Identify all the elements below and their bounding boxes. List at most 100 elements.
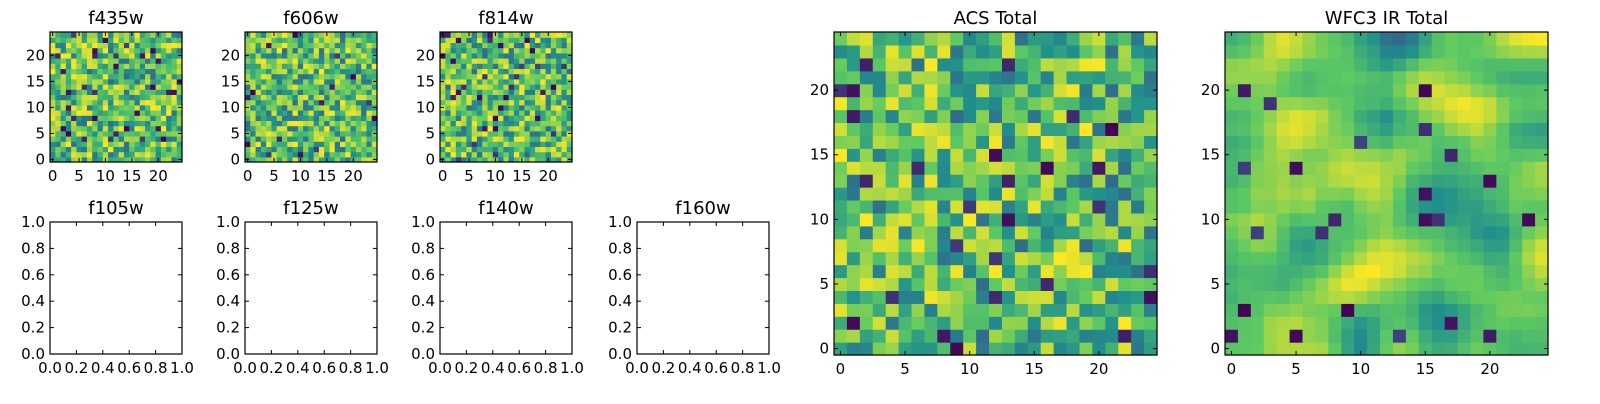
heatmap-cell (1341, 161, 1355, 175)
heatmap-cell (513, 146, 520, 153)
heatmap-cell (260, 63, 267, 69)
heatmap-cell (440, 94, 446, 101)
heatmap-cell (834, 148, 848, 162)
heatmap-cell (76, 84, 83, 90)
heatmap-cell (1509, 44, 1523, 59)
heatmap-cell (1289, 329, 1304, 343)
heatmap-cell (266, 52, 272, 59)
heatmap-cell (1027, 57, 1042, 72)
heatmap-cell (1405, 109, 1420, 124)
heatmap-cell (476, 136, 483, 142)
heatmap-cell (1289, 174, 1304, 188)
heatmap-cell (287, 58, 294, 64)
heatmap-cell (150, 99, 157, 106)
heatmap-cell (1496, 238, 1510, 253)
heatmap-cell (1118, 109, 1132, 124)
heatmap-cell (366, 99, 373, 106)
heatmap-cell (129, 104, 136, 111)
heatmap-cell (535, 110, 541, 116)
heatmap-cell (1431, 225, 1446, 240)
heatmap-cell (1263, 251, 1278, 266)
heatmap-cell (445, 141, 452, 147)
heatmap-cell (1470, 342, 1484, 356)
heatmap-cell (150, 42, 157, 49)
heatmap-cell (55, 84, 62, 90)
heatmap-cell (1040, 109, 1055, 124)
heatmap-cell (556, 42, 563, 49)
heatmap-cell (355, 141, 362, 147)
heatmap-cell (566, 89, 573, 95)
heatmap-cell (76, 58, 83, 64)
heatmap-cell (513, 58, 520, 64)
heatmap-cell (313, 156, 320, 163)
heatmap-cell (160, 84, 167, 90)
heatmap-cell (1354, 122, 1368, 136)
heatmap-cell (846, 329, 861, 343)
heatmap-cell (71, 84, 77, 90)
heatmap-cell (471, 125, 478, 132)
heatmap-cell (1144, 225, 1158, 240)
heatmap-cell (1131, 57, 1145, 72)
heatmap-cell (166, 146, 173, 153)
heatmap-cell (1418, 32, 1433, 46)
heatmap-cell (508, 151, 515, 158)
heatmap-cell (60, 115, 67, 121)
heatmap-cell (1276, 238, 1291, 253)
heatmap-cell (550, 130, 557, 137)
heatmap-cell (476, 120, 483, 127)
heatmap-cell (834, 342, 848, 356)
heatmap-cell (1380, 83, 1394, 98)
heatmap-cell (166, 130, 173, 137)
heatmap-cell (361, 110, 368, 116)
heatmap-cell (529, 58, 536, 64)
heatmap-cell (1341, 83, 1355, 98)
heatmap-cell (911, 277, 926, 291)
heatmap-cell (350, 99, 357, 106)
heatmap-cell (513, 73, 520, 80)
heatmap-cell (92, 63, 99, 69)
heatmap-cell (281, 104, 288, 111)
heatmap-cell (1118, 161, 1132, 175)
heatmap-cell (1444, 199, 1459, 214)
heatmap-cell (345, 32, 352, 38)
heatmap-cell (287, 89, 294, 95)
heatmap-cell (556, 47, 563, 54)
x-tick-label: 15 (1025, 360, 1044, 378)
heatmap-cell (86, 125, 93, 132)
heatmap-cell (1118, 212, 1132, 227)
heatmap-cell (1105, 70, 1119, 85)
heatmap-cell (361, 146, 368, 153)
heatmap-cell (361, 99, 368, 106)
heatmap-cell (1027, 225, 1042, 240)
heatmap-cell (1066, 161, 1081, 175)
heatmap-cell (445, 146, 452, 153)
heatmap-cell (898, 32, 913, 46)
heatmap-cell (287, 136, 294, 142)
heatmap-cell (361, 32, 368, 38)
heatmap-cell (1289, 44, 1304, 59)
heatmap-cell (287, 94, 294, 101)
heatmap-cell (487, 94, 494, 101)
x-tick-label: 0.6 (312, 359, 336, 377)
heatmap-cell (540, 68, 547, 75)
heatmap-cell (255, 89, 262, 95)
heatmap-cell (885, 342, 900, 356)
heatmap-cell (976, 187, 990, 201)
heatmap-cell (1014, 187, 1029, 201)
heatmap-cell (450, 146, 457, 153)
heatmap-cell (950, 342, 964, 356)
heatmap-cell (1079, 109, 1093, 124)
heatmap-cell (1092, 135, 1106, 149)
heatmap-cell (872, 32, 887, 46)
heatmap-cell (561, 156, 568, 163)
heatmap-cell (846, 264, 861, 279)
heatmap-cell (487, 84, 494, 90)
heatmap-cell (329, 89, 336, 95)
heatmap-cell (129, 52, 136, 59)
heatmap-cell (71, 115, 77, 121)
heatmap-cell (271, 146, 278, 153)
heatmap-cell (260, 156, 267, 163)
heatmap-cell (1079, 225, 1093, 240)
heatmap-cell (50, 47, 56, 54)
heatmap-cell (503, 37, 510, 43)
